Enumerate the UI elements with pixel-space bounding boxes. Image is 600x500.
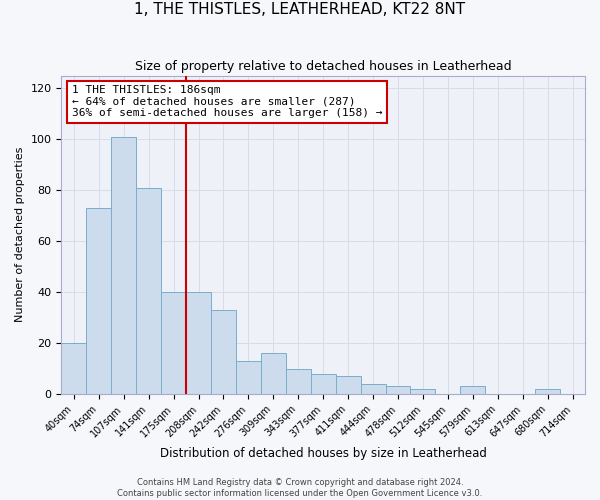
Bar — [161, 292, 186, 394]
Bar — [410, 389, 436, 394]
Text: 1 THE THISTLES: 186sqm
← 64% of detached houses are smaller (287)
36% of semi-de: 1 THE THISTLES: 186sqm ← 64% of detached… — [72, 85, 382, 118]
Bar — [111, 136, 136, 394]
Bar — [361, 384, 386, 394]
Y-axis label: Number of detached properties: Number of detached properties — [15, 147, 25, 322]
Bar — [186, 292, 211, 394]
Bar — [286, 368, 311, 394]
Bar — [61, 343, 86, 394]
Bar — [236, 361, 261, 394]
X-axis label: Distribution of detached houses by size in Leatherhead: Distribution of detached houses by size … — [160, 447, 487, 460]
Bar — [535, 389, 560, 394]
Text: 1, THE THISTLES, LEATHERHEAD, KT22 8NT: 1, THE THISTLES, LEATHERHEAD, KT22 8NT — [134, 2, 466, 18]
Bar — [335, 376, 361, 394]
Text: Contains HM Land Registry data © Crown copyright and database right 2024.
Contai: Contains HM Land Registry data © Crown c… — [118, 478, 482, 498]
Bar — [386, 386, 410, 394]
Bar — [211, 310, 236, 394]
Bar — [86, 208, 111, 394]
Bar — [460, 386, 485, 394]
Title: Size of property relative to detached houses in Leatherhead: Size of property relative to detached ho… — [135, 60, 512, 73]
Bar — [136, 188, 161, 394]
Bar — [311, 374, 335, 394]
Bar — [261, 354, 286, 394]
